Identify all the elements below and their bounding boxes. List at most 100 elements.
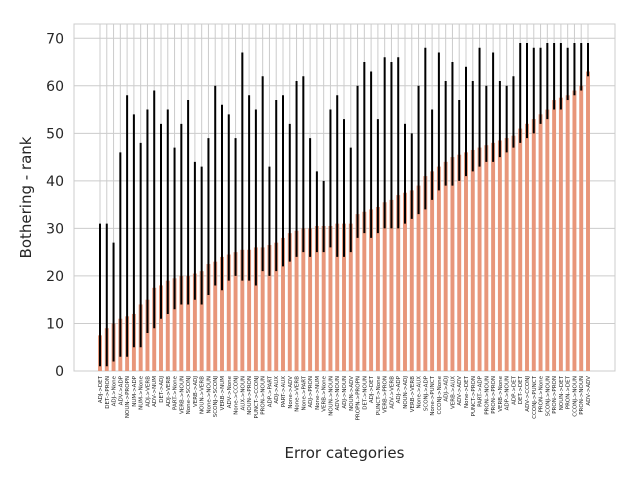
- y-tick-label: 30: [46, 221, 64, 237]
- x-tick-label: ADJ->None: [112, 375, 118, 406]
- bar-33: [321, 226, 326, 371]
- bar-13: [186, 275, 191, 371]
- bar-7: [145, 299, 150, 371]
- bar-29: [294, 230, 299, 371]
- x-tick-label: ADV->CCONJ: [525, 376, 531, 412]
- x-tick-label: None->PART: [301, 375, 307, 410]
- x-tick-label: None->NOUN: [206, 376, 212, 414]
- x-tick-label: DET->ADJ: [159, 376, 165, 403]
- bar-50: [436, 166, 441, 371]
- bar-35: [335, 223, 340, 371]
- x-tick-label: PART->None: [173, 375, 179, 410]
- bar-54: [464, 152, 468, 371]
- x-tick-label: CCONJ->None: [437, 375, 443, 414]
- x-tick-label: NOUN->PROPN: [125, 376, 131, 418]
- bar-20: [233, 252, 238, 371]
- x-tick-label: ADV->None: [227, 375, 233, 408]
- x-tick-label: VERB->AUX: [450, 376, 456, 409]
- bar-18: [220, 256, 224, 371]
- x-tick-label: ADV->ADV: [457, 376, 463, 406]
- y-tick-label: 10: [46, 316, 64, 332]
- x-tick-label: PUNCT->None: [376, 375, 382, 415]
- x-tick-label: ADV->NOUN: [335, 376, 341, 411]
- bar-9: [159, 285, 163, 371]
- x-tick-label: None->SCONJ: [186, 376, 192, 415]
- bar-53: [457, 154, 462, 371]
- bar-59: [497, 140, 502, 371]
- bar-57: [484, 145, 489, 371]
- x-tick-label: PRON->NOUN: [484, 376, 490, 415]
- bar-21: [240, 249, 245, 371]
- x-tick-label: PUNCT->PRON: [471, 376, 477, 416]
- bar-47: [416, 185, 421, 371]
- bar-72: [586, 71, 590, 372]
- bar-22: [247, 249, 252, 371]
- bar-19: [226, 254, 231, 371]
- x-axis-label: Error categories: [285, 444, 405, 462]
- x-tick-label: VERB->ADJ: [193, 376, 199, 407]
- bar-28: [287, 233, 292, 371]
- x-tick-label: ADJ->VERB: [166, 376, 172, 407]
- bar-17: [213, 261, 218, 371]
- bar-14: [192, 273, 197, 371]
- x-tick-label: DET->NOUN: [362, 376, 368, 410]
- bar-60: [504, 138, 509, 371]
- bar-41: [375, 207, 380, 371]
- x-tick-label: None->PUNCT: [430, 375, 436, 415]
- bar-68: [558, 97, 563, 371]
- bar-39: [362, 211, 367, 371]
- x-tick-label: NOUN->PRON: [247, 376, 253, 415]
- bar-31: [308, 228, 313, 371]
- x-tick-label: ADV->NUM: [152, 376, 158, 407]
- x-tick-label: ADJ->NOUN: [342, 376, 348, 409]
- x-tick-label: CCONJ->NOUN: [572, 376, 578, 417]
- bar-56: [477, 147, 482, 371]
- y-axis-label: Bothering - rank: [17, 136, 35, 258]
- x-tick-label: ADJ->ADJ: [444, 376, 450, 402]
- x-tick-label: PRON->PRON: [552, 376, 558, 414]
- bar-55: [470, 149, 475, 371]
- bar-51: [443, 161, 448, 371]
- bar-30: [301, 228, 306, 371]
- bar-8: [152, 287, 157, 371]
- x-tick-label: None->ADV: [288, 376, 294, 409]
- bar-37: [348, 223, 353, 371]
- y-tick-label: 20: [46, 269, 64, 285]
- bar-62: [518, 128, 523, 371]
- bar-42: [382, 202, 387, 371]
- x-tick-label: DET->PRON: [105, 376, 111, 409]
- bars: [98, 71, 590, 372]
- bar-40: [369, 209, 374, 371]
- x-tick-label: NOUN->NOUN: [328, 376, 334, 416]
- bar-46: [409, 190, 414, 371]
- x-tick-label: VERB->VERB: [410, 376, 416, 412]
- x-tick-label: ADJ->ADP: [396, 375, 402, 403]
- bar-44: [396, 195, 401, 371]
- bar-70: [572, 90, 577, 371]
- x-tick-label: ADV->VERB: [389, 376, 395, 409]
- bar-25: [267, 245, 272, 371]
- y-tick-label: 50: [46, 126, 64, 142]
- x-tick-label: VERB->PRON: [383, 376, 389, 413]
- x-tick-label: NUM->None: [139, 375, 145, 409]
- bar-12: [179, 275, 184, 371]
- x-tick-label: SCONJ->NOUN: [545, 376, 551, 416]
- x-tick-label: VERB->NOUN: [179, 376, 185, 414]
- x-tick-label: PART->ADP: [478, 375, 484, 407]
- x-tick-label: PRON->DET: [566, 375, 572, 409]
- y-tick-label: 70: [46, 31, 64, 47]
- x-tick-label: VERB->None: [498, 375, 504, 411]
- x-tick-label: NUM->ADP: [132, 375, 138, 406]
- x-tick-label: ADP->DET: [511, 375, 517, 404]
- bar-23: [253, 247, 258, 371]
- bar-69: [565, 95, 570, 372]
- x-tick-label: CCONJ->PUNCT: [532, 375, 538, 418]
- x-tick-label: None->NUM: [315, 376, 321, 410]
- y-tick-label: 60: [46, 79, 64, 95]
- y-tick-label: 40: [46, 174, 64, 190]
- bar-67: [552, 100, 557, 371]
- x-tick-label: NOUN->VERB: [200, 376, 206, 414]
- x-tick-label: VERB->NUM: [220, 376, 226, 411]
